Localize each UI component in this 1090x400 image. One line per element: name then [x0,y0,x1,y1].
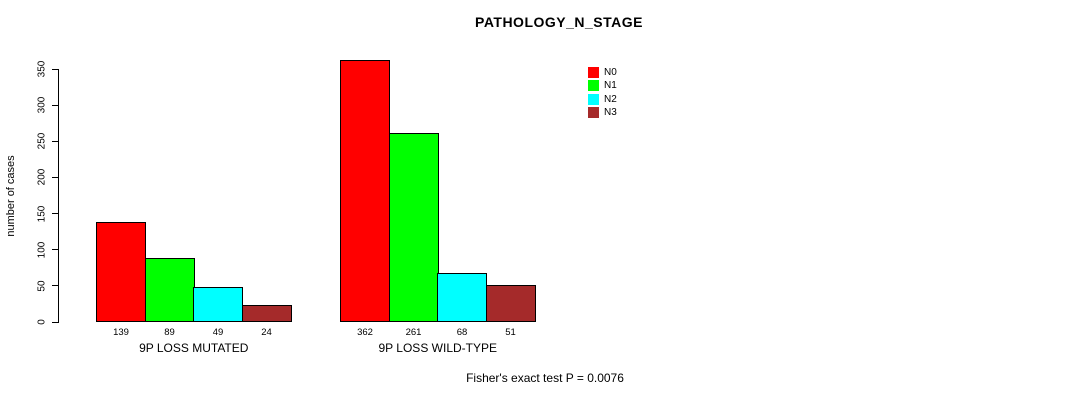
y-tick-label: 150 [36,205,48,222]
y-axis-line [58,69,59,323]
y-tick [52,249,59,251]
legend-swatch [588,80,599,92]
y-tick [52,140,59,142]
legend-swatch [588,67,599,78]
bar [437,272,487,322]
group-label: 9P LOSS WILD-TYPE [378,341,497,355]
legend-label: N2 [604,93,617,105]
bar-value-label: 68 [456,327,468,338]
bar-value-label: 89 [164,327,175,338]
y-tick [52,104,59,106]
bar-value-label: 51 [505,327,516,338]
bar [144,257,195,322]
bar [96,221,146,322]
y-tick-label: 250 [36,132,48,150]
bar-value-label: 49 [212,327,224,338]
y-tick-label: 0 [36,319,48,325]
y-tick [52,321,59,323]
y-axis-label: number of cases [5,155,17,237]
bar [193,286,243,322]
y-tick [52,213,59,215]
y-tick-label: 100 [36,241,48,259]
legend-swatch [588,93,599,105]
group-label: 9P LOSS MUTATED [139,341,249,355]
y-tick [52,285,59,287]
y-tick [52,68,59,70]
y-tick [52,176,59,178]
legend-label: N0 [604,67,617,78]
fisher-test-annotation: Fisher's exact test P = 0.0076 [466,371,624,385]
chart-title: PATHOLOGY_N_STAGE [475,14,643,30]
bar-value-label: 24 [261,327,272,338]
bar [388,133,439,322]
y-tick-label: 200 [36,169,48,186]
bar-value-label: 261 [405,327,422,338]
bar [241,304,292,322]
y-tick-label: 50 [36,280,48,292]
bar [340,60,390,322]
legend-label: N3 [604,106,617,118]
bar [485,285,536,322]
legend-swatch [588,106,599,118]
y-tick-label: 300 [36,96,48,114]
bar-value-label: 139 [113,327,129,338]
y-tick-label: 350 [36,60,48,78]
legend-label: N1 [604,80,617,92]
bar-value-label: 362 [357,327,373,338]
